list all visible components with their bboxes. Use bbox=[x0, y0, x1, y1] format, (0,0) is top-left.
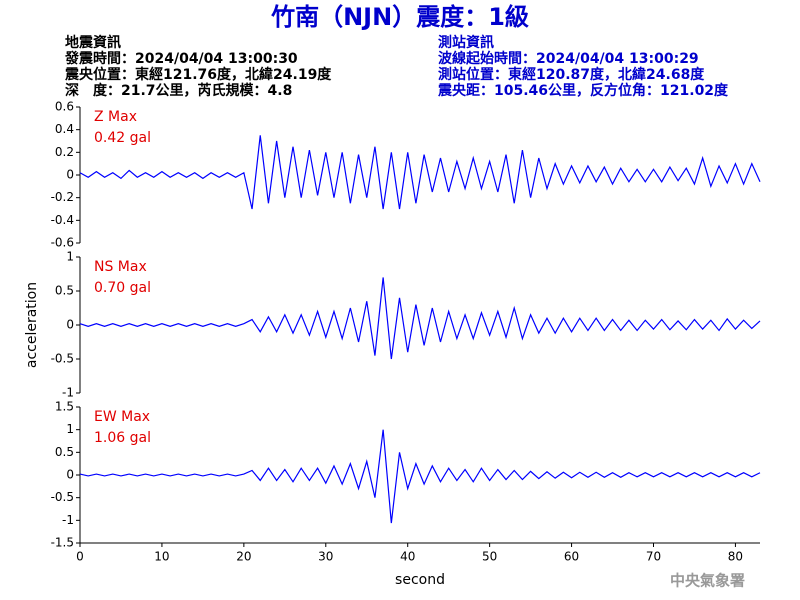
y-tick-label: -0.2 bbox=[51, 190, 74, 204]
y-axis-label: acceleration bbox=[24, 282, 40, 368]
x-tick-label: 30 bbox=[318, 550, 333, 564]
header-left: 震央位置：東經121.76度，北緯24.19度 bbox=[64, 66, 332, 83]
y-tick-label: 0.5 bbox=[55, 445, 74, 459]
y-tick-label: -0.4 bbox=[51, 213, 74, 227]
x-tick-label: 40 bbox=[400, 550, 415, 564]
channel-label: Z Max bbox=[94, 109, 137, 125]
max-label: 0.42 gal bbox=[94, 130, 151, 146]
x-tick-label: 60 bbox=[564, 550, 579, 564]
waveform bbox=[79, 277, 761, 360]
x-tick-label: 0 bbox=[76, 550, 84, 564]
header-right: 測站位置：東經120.87度，北緯24.68度 bbox=[438, 66, 705, 83]
y-tick-label: -1 bbox=[62, 513, 74, 527]
y-tick-label: 0 bbox=[66, 168, 74, 182]
header-right: 震央距：105.46公里，反方位角：121.02度 bbox=[437, 82, 729, 99]
x-axis-label: second bbox=[395, 572, 445, 588]
header-right: 測站資訊 bbox=[438, 34, 494, 51]
x-tick-label: 10 bbox=[154, 550, 169, 564]
y-tick-label: 0.6 bbox=[55, 100, 74, 114]
y-tick-label: -1.5 bbox=[51, 536, 74, 550]
header-left: 發震時間：2024/04/04 13:00:30 bbox=[64, 50, 298, 67]
y-tick-label: 1 bbox=[66, 422, 74, 436]
max-label: 0.70 gal bbox=[94, 280, 151, 296]
channel-label: EW Max bbox=[94, 409, 150, 425]
y-tick-label: -0.6 bbox=[51, 236, 74, 250]
header-left: 地震資訊 bbox=[65, 34, 121, 51]
waveform bbox=[79, 429, 761, 524]
y-tick-label: 0.5 bbox=[55, 284, 74, 298]
title: 竹南（NJN）震度：1級 bbox=[270, 3, 529, 31]
header-right: 波線起始時間：2024/04/04 13:00:29 bbox=[438, 50, 699, 67]
header-left: 深 度：21.7公里，芮氏規模：4.8 bbox=[65, 82, 292, 99]
channel-label: NS Max bbox=[94, 259, 147, 275]
y-tick-label: 0.4 bbox=[55, 122, 74, 136]
y-tick-label: 0.2 bbox=[55, 145, 74, 159]
max-label: 1.06 gal bbox=[94, 430, 151, 446]
y-tick-label: 1 bbox=[66, 250, 74, 264]
y-tick-label: 0 bbox=[66, 468, 74, 482]
y-tick-label: 0 bbox=[66, 318, 74, 332]
x-tick-label: 50 bbox=[482, 550, 497, 564]
y-tick-label: -0.5 bbox=[51, 352, 74, 366]
y-tick-label: -0.5 bbox=[51, 490, 74, 504]
x-tick-label: 80 bbox=[728, 550, 743, 564]
y-tick-label: 1.5 bbox=[55, 400, 74, 414]
y-tick-label: -1 bbox=[62, 386, 74, 400]
x-tick-label: 70 bbox=[646, 550, 661, 564]
x-tick-label: 20 bbox=[236, 550, 251, 564]
waveform bbox=[79, 135, 761, 210]
agency: 中央氣象署 bbox=[670, 572, 745, 590]
